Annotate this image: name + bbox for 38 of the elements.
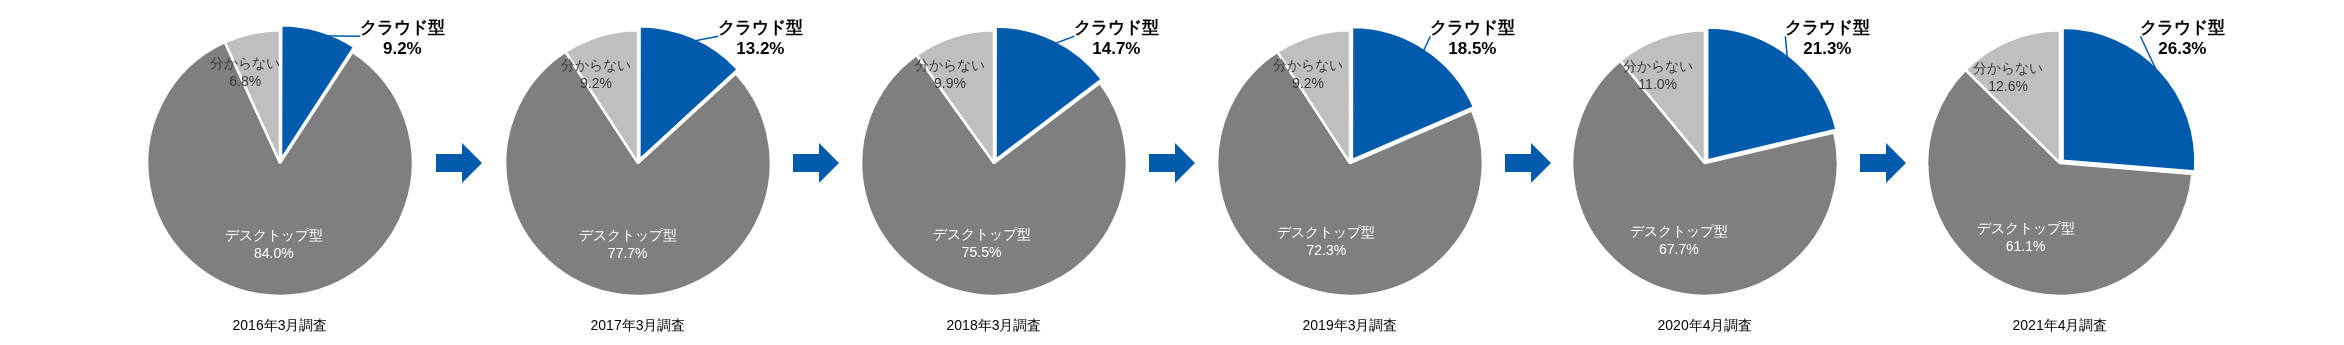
data-label: 75.5%	[961, 244, 1002, 261]
data-label: 72.3%	[1306, 241, 1347, 258]
data-label: 21.3%	[1803, 38, 1852, 58]
data-label: 84.0%	[253, 245, 294, 262]
text: 2017年3月調査	[590, 317, 686, 334]
slice-label: クラウド型	[2139, 17, 2225, 37]
data-label: 77.7%	[607, 244, 648, 261]
data-label: 12.6%	[1988, 78, 2028, 95]
text: 2019年3月調査	[1302, 317, 1398, 334]
slice-label: クラウド型	[1429, 17, 1515, 37]
slice-label: デスクトップ型	[932, 226, 1031, 243]
data-label: 26.3%	[2158, 38, 2207, 58]
slice-label: デスクトップ型	[1277, 223, 1376, 240]
slice-label: デスクトップ型	[578, 226, 677, 243]
slice-label: デスクトップ型	[1976, 219, 2075, 236]
text: 2020年4月調査	[1657, 317, 1753, 334]
data-label: 61.1%	[2005, 237, 2046, 254]
slice-label: クラウド型	[1784, 17, 1870, 37]
slice-label: クラウド型	[717, 17, 803, 37]
data-label: 18.5%	[1448, 38, 1497, 58]
slice-label: デスクトップ型	[1629, 223, 1728, 240]
slice-label: デスクトップ型	[224, 227, 323, 244]
data-label: 9.2%	[1292, 74, 1324, 91]
text: 2016年3月調査	[232, 317, 328, 334]
data-label: 14.7%	[1092, 38, 1141, 58]
data-label: 11.0%	[1638, 76, 1678, 93]
data-label: 67.7%	[1658, 241, 1699, 258]
slice-label: クラウド型	[359, 17, 445, 37]
data-label: 9.9%	[933, 75, 966, 92]
slice-label: クラウド型	[1073, 17, 1159, 37]
data-label: 13.2%	[736, 38, 785, 58]
slice-label: 分からない	[1973, 60, 2044, 77]
data-label: 6.8%	[229, 72, 262, 89]
data-label: 9.2%	[382, 38, 422, 58]
text: 2021年4月調査	[2012, 317, 2108, 334]
text: 2018年3月調査	[946, 317, 1042, 334]
slice-label: 分からない	[1622, 58, 1693, 75]
data-label: 9.2%	[580, 74, 612, 91]
